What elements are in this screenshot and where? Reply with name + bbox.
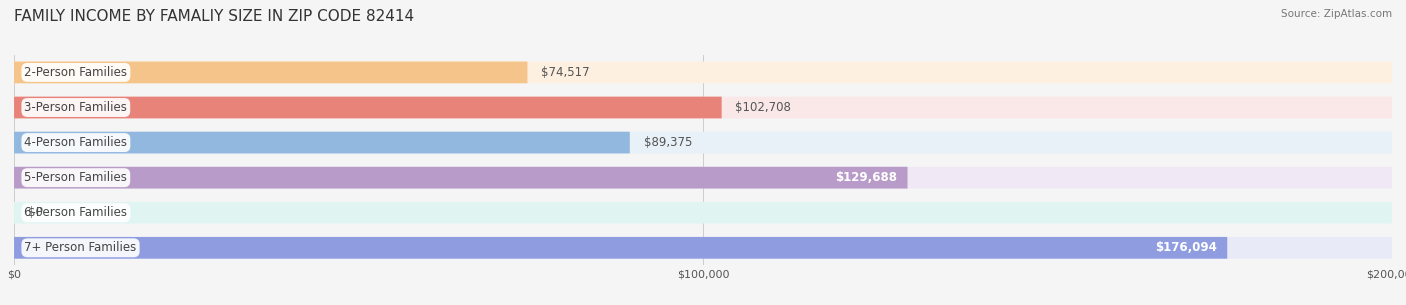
- FancyBboxPatch shape: [14, 62, 1392, 83]
- FancyBboxPatch shape: [14, 167, 1392, 188]
- FancyBboxPatch shape: [14, 237, 1392, 259]
- Text: 5-Person Families: 5-Person Families: [24, 171, 128, 184]
- FancyBboxPatch shape: [14, 97, 1392, 118]
- FancyBboxPatch shape: [14, 97, 721, 118]
- FancyBboxPatch shape: [14, 167, 907, 188]
- FancyBboxPatch shape: [14, 132, 1392, 153]
- Text: 2-Person Families: 2-Person Families: [24, 66, 128, 79]
- Text: $89,375: $89,375: [644, 136, 692, 149]
- FancyBboxPatch shape: [14, 202, 1392, 224]
- Text: Source: ZipAtlas.com: Source: ZipAtlas.com: [1281, 9, 1392, 19]
- FancyBboxPatch shape: [14, 237, 1227, 259]
- Text: $102,708: $102,708: [735, 101, 792, 114]
- Text: 3-Person Families: 3-Person Families: [24, 101, 128, 114]
- FancyBboxPatch shape: [14, 62, 527, 83]
- Text: 6-Person Families: 6-Person Families: [24, 206, 128, 219]
- FancyBboxPatch shape: [14, 132, 630, 153]
- Text: $0: $0: [28, 206, 42, 219]
- Text: $129,688: $129,688: [835, 171, 897, 184]
- Text: FAMILY INCOME BY FAMALIY SIZE IN ZIP CODE 82414: FAMILY INCOME BY FAMALIY SIZE IN ZIP COD…: [14, 9, 415, 24]
- Text: $176,094: $176,094: [1156, 241, 1218, 254]
- Text: 4-Person Families: 4-Person Families: [24, 136, 128, 149]
- Text: 7+ Person Families: 7+ Person Families: [24, 241, 136, 254]
- Text: $74,517: $74,517: [541, 66, 591, 79]
